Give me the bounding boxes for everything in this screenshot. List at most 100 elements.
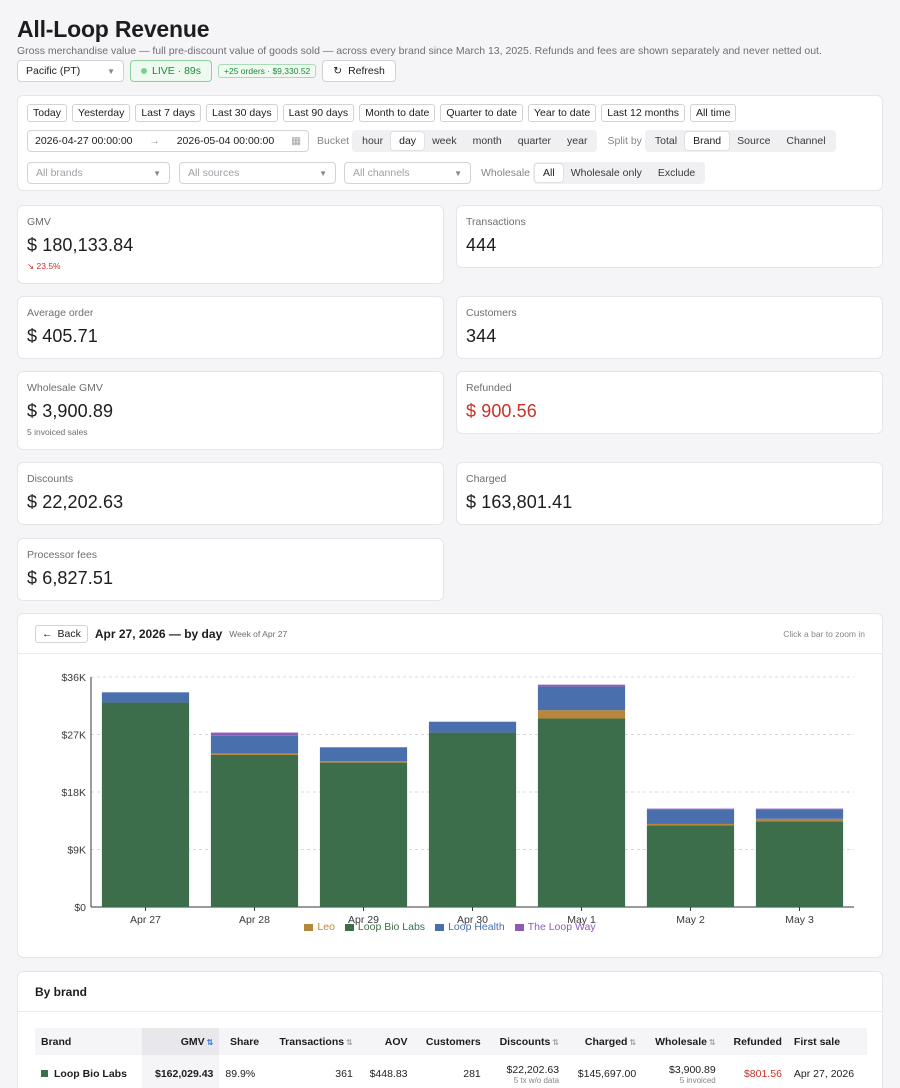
discounts-card: Discounts $ 22,202.63 <box>17 462 444 525</box>
wholesale-label: Wholesale GMV <box>27 382 103 394</box>
preset-last-12-months[interactable]: Last 12 months <box>601 104 686 122</box>
col-first-sale[interactable]: First sale <box>787 1028 867 1055</box>
charged-value: $ 163,801.41 <box>466 492 573 512</box>
bucket-hour[interactable]: hour <box>362 135 384 147</box>
bar-loop-health-may-1[interactable] <box>537 686 626 711</box>
col-charged[interactable]: Charged ⇅ <box>565 1028 643 1055</box>
split-brand[interactable]: Brand <box>685 132 730 150</box>
sources-select[interactable]: All sources ▼ <box>179 162 336 184</box>
wholesale-wholesale-only[interactable]: Wholesale only <box>570 167 642 179</box>
bar-loop-bio-labs-apr-30[interactable] <box>428 732 517 907</box>
legend-item-loop-bio-labs[interactable]: Loop Bio Labs <box>344 921 426 933</box>
bar-loop-health-apr-27[interactable] <box>101 692 190 703</box>
brands-select[interactable]: All brands ▼ <box>27 162 170 184</box>
bar-loop-health-may-3[interactable] <box>755 809 844 819</box>
bucket-day[interactable]: day <box>391 132 425 150</box>
back-label: Back <box>57 627 81 640</box>
bar-loop-bio-labs-may-2[interactable] <box>646 825 735 907</box>
x-tick-label: May 2 <box>676 914 705 926</box>
bar-leo-apr-28[interactable] <box>210 753 299 755</box>
bar-leo-apr-29[interactable] <box>319 761 408 763</box>
cell-discounts-note: 5 tx w/o data <box>513 1075 560 1085</box>
bar-leo-may-1[interactable] <box>537 710 626 719</box>
bar-loop-bio-labs-apr-27[interactable] <box>101 702 190 907</box>
legend-item-leo[interactable]: Leo <box>304 921 335 933</box>
bar-loop-bio-labs-may-1[interactable] <box>537 718 626 907</box>
bar-the-loop-way-may-3[interactable] <box>755 808 844 810</box>
wholesale-exclude[interactable]: Exclude <box>657 167 696 179</box>
refresh-button[interactable]: ↻ Refresh <box>322 60 396 82</box>
sort-icon[interactable]: ⇅ <box>629 1037 637 1047</box>
col-aov[interactable]: AOV <box>358 1028 414 1055</box>
legend-label: Loop Bio Labs <box>357 921 426 933</box>
live-dot-icon <box>141 68 147 74</box>
aov-card: Average order $ 405.71 <box>17 296 444 359</box>
col-wholesale[interactable]: Wholesale ⇅ <box>642 1028 722 1055</box>
sort-icon[interactable]: ⇅ <box>346 1037 353 1047</box>
chevron-down-icon: ▼ <box>319 168 327 178</box>
cell-customers-value: 281 <box>463 1068 481 1080</box>
col-discounts[interactable]: Discounts ⇅ <box>486 1028 566 1055</box>
legend-item-loop-health[interactable]: Loop Health <box>435 921 505 933</box>
bar-leo-may-2[interactable] <box>646 823 735 826</box>
date-range-input[interactable]: 2026-04-27 00:00:00 → 2026-05-04 00:00:0… <box>27 130 309 152</box>
col-customers[interactable]: Customers <box>413 1028 487 1055</box>
cell-share-value: 89.9% <box>225 1068 256 1080</box>
bucket-month[interactable]: month <box>472 135 502 147</box>
bar-loop-health-apr-30[interactable] <box>428 721 517 733</box>
bar-the-loop-way-may-2[interactable] <box>646 808 735 810</box>
channels-select[interactable]: All channels ▼ <box>344 162 471 184</box>
y-tick-label: $18K <box>61 787 86 799</box>
split-source[interactable]: Source <box>737 135 771 147</box>
bar-loop-bio-labs-may-3[interactable] <box>755 821 844 907</box>
split-channel[interactable]: Channel <box>786 135 826 147</box>
bucket-year[interactable]: year <box>567 135 588 147</box>
col-gmv[interactable]: GMV ⇅ <box>142 1028 220 1055</box>
bar-loop-health-apr-29[interactable] <box>319 747 408 762</box>
preset-last-7-days[interactable]: Last 7 days <box>135 104 202 122</box>
brands-placeholder: All brands <box>36 167 83 179</box>
preset-yesterday[interactable]: Yesterday <box>72 104 131 122</box>
bar-the-loop-way-apr-28[interactable] <box>210 732 299 736</box>
date-from[interactable]: 2026-04-27 00:00:00 <box>35 135 133 147</box>
preset-month-to-date[interactable]: Month to date <box>359 104 436 122</box>
bar-loop-health-may-2[interactable] <box>646 809 735 824</box>
bucket-week[interactable]: week <box>432 135 457 147</box>
split-total[interactable]: Total <box>654 135 678 147</box>
preset-last-90-days[interactable]: Last 90 days <box>282 104 355 122</box>
wholesale-all[interactable]: All <box>535 164 563 182</box>
preset-quarter-to-date[interactable]: Quarter to date <box>440 104 523 122</box>
preset-all-time[interactable]: All time <box>690 104 737 122</box>
back-button[interactable]: ← Back <box>35 624 88 643</box>
bar-loop-bio-labs-apr-29[interactable] <box>319 762 408 907</box>
col-label: First sale <box>793 1035 841 1048</box>
legend-item-the-loop-way[interactable]: The Loop Way <box>514 921 596 933</box>
sort-icon[interactable]: ⇅ <box>709 1037 716 1047</box>
date-to[interactable]: 2026-05-04 00:00:00 <box>176 135 275 147</box>
chart-legend: Leo Loop Bio Labs Loop Health The Loop Way <box>18 921 882 933</box>
sort-icon[interactable]: ⇅ <box>552 1037 560 1047</box>
bar-loop-health-apr-28[interactable] <box>210 735 299 754</box>
live-indicator[interactable]: LIVE · 89s <box>130 60 213 82</box>
col-transactions[interactable]: Transactions ⇅ <box>265 1028 359 1055</box>
table-row[interactable]: Loop Bio Labs $162,029.43 89.9% 361 $448.83 2… <box>35 1055 867 1088</box>
cell-charged: $145,697.00 <box>565 1055 642 1088</box>
calendar-icon[interactable]: ▦ <box>291 135 301 147</box>
preset-year-to-date[interactable]: Year to date <box>527 104 597 122</box>
bar-the-loop-way-may-1[interactable] <box>537 684 626 687</box>
timezone-select[interactable]: Pacific (PT) ▼ <box>17 60 124 82</box>
col-refunded[interactable]: Refunded <box>721 1028 788 1055</box>
x-tick-label: Apr 28 <box>239 914 270 926</box>
col-brand[interactable]: Brand <box>35 1028 143 1055</box>
preset-last-30-days[interactable]: Last 30 days <box>206 104 278 122</box>
refunded-value: $ 900.56 <box>466 401 537 421</box>
fees-value: $ 6,827.51 <box>27 568 114 588</box>
col-share[interactable]: Share <box>219 1028 266 1055</box>
cell-first-sale-value: Apr 27, 2026 <box>793 1068 855 1080</box>
preset-today[interactable]: Today <box>27 104 68 122</box>
bar-loop-bio-labs-apr-28[interactable] <box>210 754 299 907</box>
sort-icon[interactable]: ⇅ <box>206 1037 214 1047</box>
bucket-quarter[interactable]: quarter <box>517 135 552 147</box>
bar-leo-may-3[interactable] <box>755 818 844 822</box>
sources-placeholder: All sources <box>188 167 240 179</box>
